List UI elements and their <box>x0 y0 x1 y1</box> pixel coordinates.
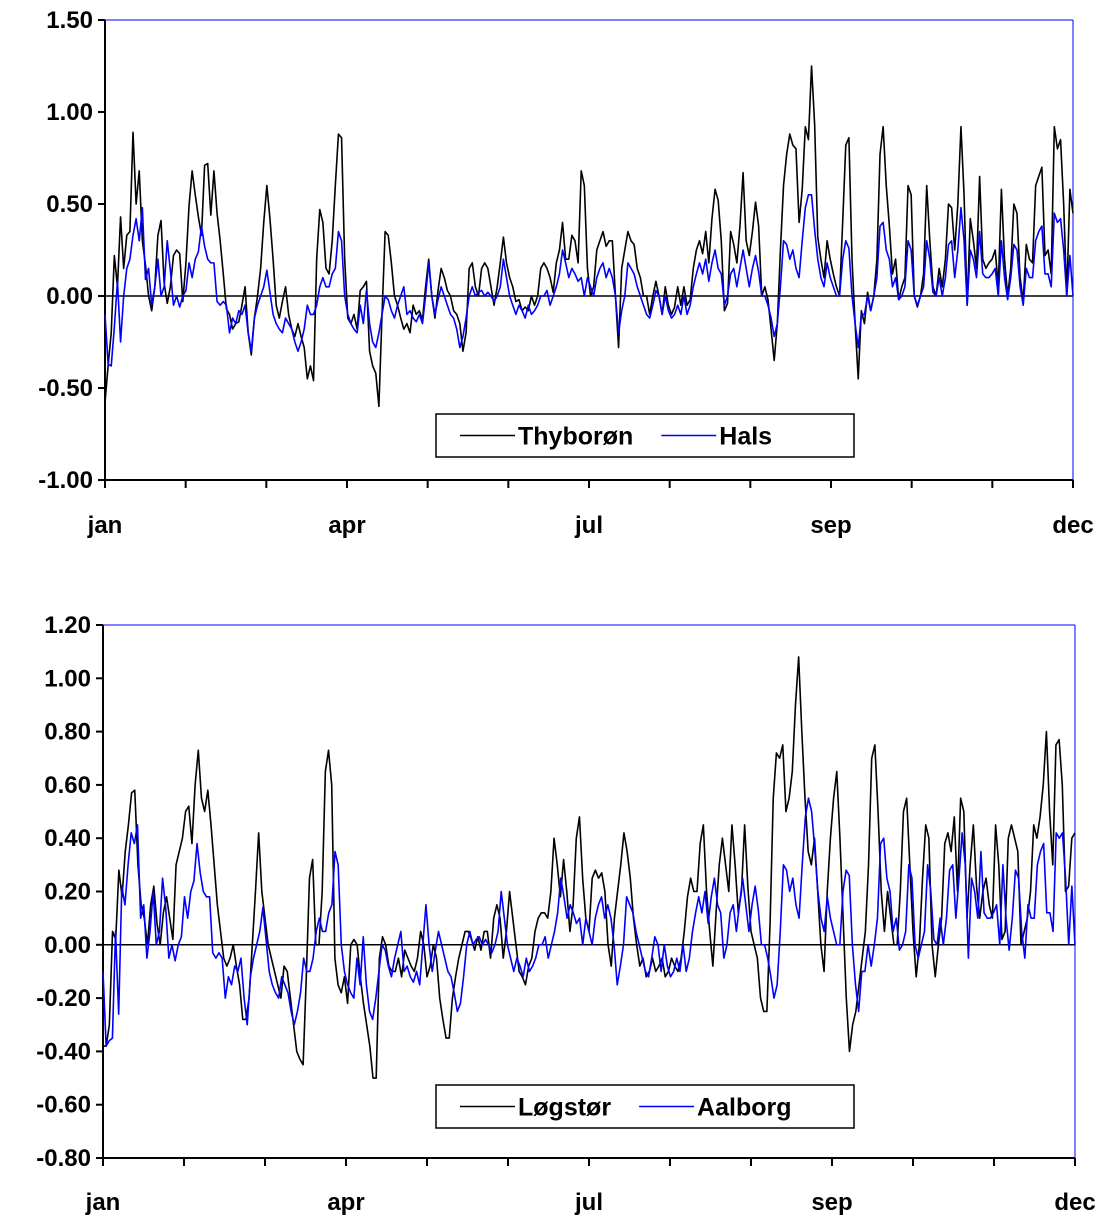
y-tick-label: 1.20 <box>44 612 91 639</box>
y-tick-label: 1.00 <box>46 99 93 126</box>
y-tick-label: 0.20 <box>44 879 91 906</box>
x-tick-label: apr <box>328 512 365 539</box>
legend-label: Løgstør <box>518 1094 611 1122</box>
legend-label: Hals <box>719 423 772 451</box>
y-tick-label: 1.00 <box>44 665 91 692</box>
x-tick-label: sep <box>811 1189 852 1216</box>
y-tick-label: 0.60 <box>44 772 91 799</box>
legend-label: Aalborg <box>697 1094 791 1122</box>
legend: Thyborøn Hals <box>435 413 855 458</box>
y-tick-label: 0.50 <box>46 191 93 218</box>
x-tick-label: jan <box>85 1189 121 1216</box>
series-line-1 <box>104 65 1074 408</box>
y-tick-label: -0.50 <box>38 375 93 402</box>
y-tick-label: -0.20 <box>36 985 91 1012</box>
chart-1: -1.00 -0.50 0.00 0.50 1.00 1.50 jan apr jul sep de… <box>38 7 1093 539</box>
x-tick-label: dec <box>1052 512 1093 539</box>
series-line-1 <box>103 656 1076 1079</box>
y-tick-label: -1.00 <box>38 467 93 494</box>
legend: Løgstør Aalborg <box>435 1084 855 1129</box>
y-tick-label: 0.80 <box>44 719 91 746</box>
x-tick-label: jan <box>87 512 123 539</box>
x-tick-label: dec <box>1054 1189 1095 1216</box>
chart-2: -0.80 -0.60 -0.40 -0.20 0.00 0.20 0.40 0.60 0.80… <box>36 612 1095 1216</box>
legend-label: Thyborøn <box>518 423 633 451</box>
y-tick-label: -0.40 <box>36 1038 91 1065</box>
y-tick-label: -0.80 <box>36 1145 91 1172</box>
x-tick-label: jul <box>574 512 603 539</box>
series-line-2 <box>104 194 1074 367</box>
x-tick-label: apr <box>327 1189 364 1216</box>
x-tick-label: jul <box>574 1189 603 1216</box>
y-tick-label: 1.50 <box>46 7 93 34</box>
series-line-2 <box>102 797 1076 1047</box>
y-tick-label: -0.60 <box>36 1092 91 1119</box>
y-tick-label: 0.00 <box>44 932 91 959</box>
y-tick-label: 0.40 <box>44 825 91 852</box>
y-tick-label: 0.00 <box>46 283 93 310</box>
x-tick-label: sep <box>810 512 851 539</box>
